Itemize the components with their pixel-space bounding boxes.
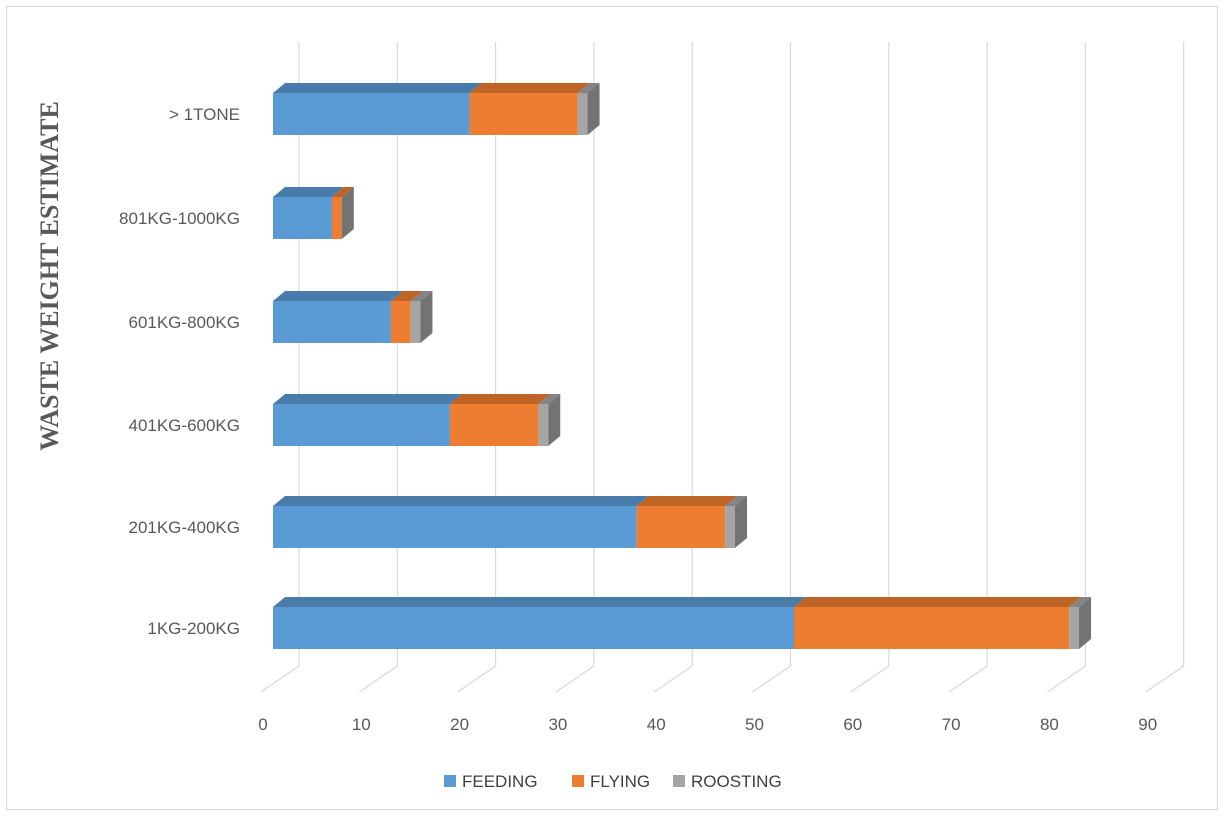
- bar-segment-flying: [390, 291, 423, 343]
- tick-layer: 0 10 20 30 40 50 60 70 80 90: [258, 715, 1157, 734]
- category-label: > 1TONE: [169, 105, 240, 124]
- bar-segment-feeding: [273, 597, 806, 649]
- y-axis-title: WASTE WEIGHT ESTIMATE: [35, 101, 64, 451]
- category-label: 401KG-600KG: [128, 416, 240, 435]
- floor-gridline: [1047, 665, 1086, 693]
- x-tick-label: 30: [548, 715, 567, 734]
- x-tick-label: 90: [1138, 715, 1157, 734]
- x-tick-label: 40: [647, 715, 666, 734]
- bar-segment-flying: [469, 83, 590, 135]
- legend-label: FLYING: [590, 772, 650, 791]
- bar-segment-roosting: [725, 496, 748, 548]
- legend-item-feeding: FEEDING: [444, 772, 538, 791]
- bar-segment-roosting: [538, 394, 561, 446]
- category-label: 201KG-400KG: [128, 518, 240, 537]
- legend-label: FEEDING: [462, 772, 538, 791]
- bar-segment-roosting: [1069, 597, 1092, 649]
- x-tick-label: 70: [942, 715, 961, 734]
- legend-label: ROOSTING: [691, 772, 782, 791]
- bar-segment-roosting: [410, 291, 433, 343]
- legend-item-roosting: ROOSTING: [673, 772, 782, 791]
- floor-gridline: [358, 665, 398, 693]
- legend-swatch: [673, 775, 685, 787]
- category-label: 1KG-200KG: [147, 619, 240, 638]
- legend-item-flying: FLYING: [572, 772, 650, 791]
- x-tick-label: 10: [352, 715, 371, 734]
- bar-segment-flying: [793, 597, 1082, 649]
- bar-segment-flying: [636, 496, 738, 548]
- floor-gridline: [1145, 665, 1185, 693]
- floor-gridline: [555, 665, 595, 693]
- floor-gridline: [752, 665, 791, 693]
- floor-gridline: [948, 665, 988, 693]
- category-label: 801KG-1000KG: [119, 209, 240, 228]
- legend-swatch: [444, 775, 456, 787]
- category-labels: 1KG-200KG 201KG-400KG 401KG-600KG 601KG-800…: [119, 105, 240, 638]
- floor-gridline: [850, 665, 890, 693]
- x-tick-label: 20: [450, 715, 469, 734]
- bar-segment-feeding: [273, 291, 403, 343]
- grid-layer: [260, 42, 1185, 693]
- chart-frame: [6, 6, 1218, 810]
- bar-segment-feeding: [273, 187, 344, 239]
- legend-swatch: [572, 775, 584, 787]
- x-tick-label: 0: [258, 715, 267, 734]
- x-tick-label: 50: [745, 715, 764, 734]
- floor-gridline: [653, 665, 693, 693]
- bar-segment-flying: [331, 187, 354, 239]
- x-tick-label: 80: [1040, 715, 1059, 734]
- bar-segment-feeding: [273, 83, 482, 135]
- legend: FEEDING FLYING ROOSTING: [444, 772, 782, 791]
- bar-segment-flying: [449, 394, 551, 446]
- bar-layer: [273, 83, 1092, 649]
- bar-segment-roosting: [577, 83, 600, 135]
- bar-segment-feeding: [273, 496, 649, 548]
- bar-segment-feeding: [273, 394, 462, 446]
- floor-gridline: [457, 665, 496, 693]
- x-tick-label: 60: [843, 715, 862, 734]
- category-label: 601KG-800KG: [128, 313, 240, 332]
- floor-gridline: [260, 665, 300, 693]
